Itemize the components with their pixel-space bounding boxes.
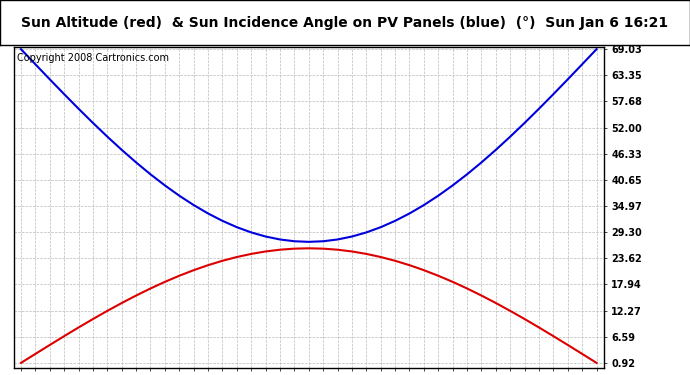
Text: Copyright 2008 Cartronics.com: Copyright 2008 Cartronics.com — [17, 53, 169, 63]
Text: Sun Altitude (red)  & Sun Incidence Angle on PV Panels (blue)  (°)  Sun Jan 6 16: Sun Altitude (red) & Sun Incidence Angle… — [21, 15, 669, 30]
